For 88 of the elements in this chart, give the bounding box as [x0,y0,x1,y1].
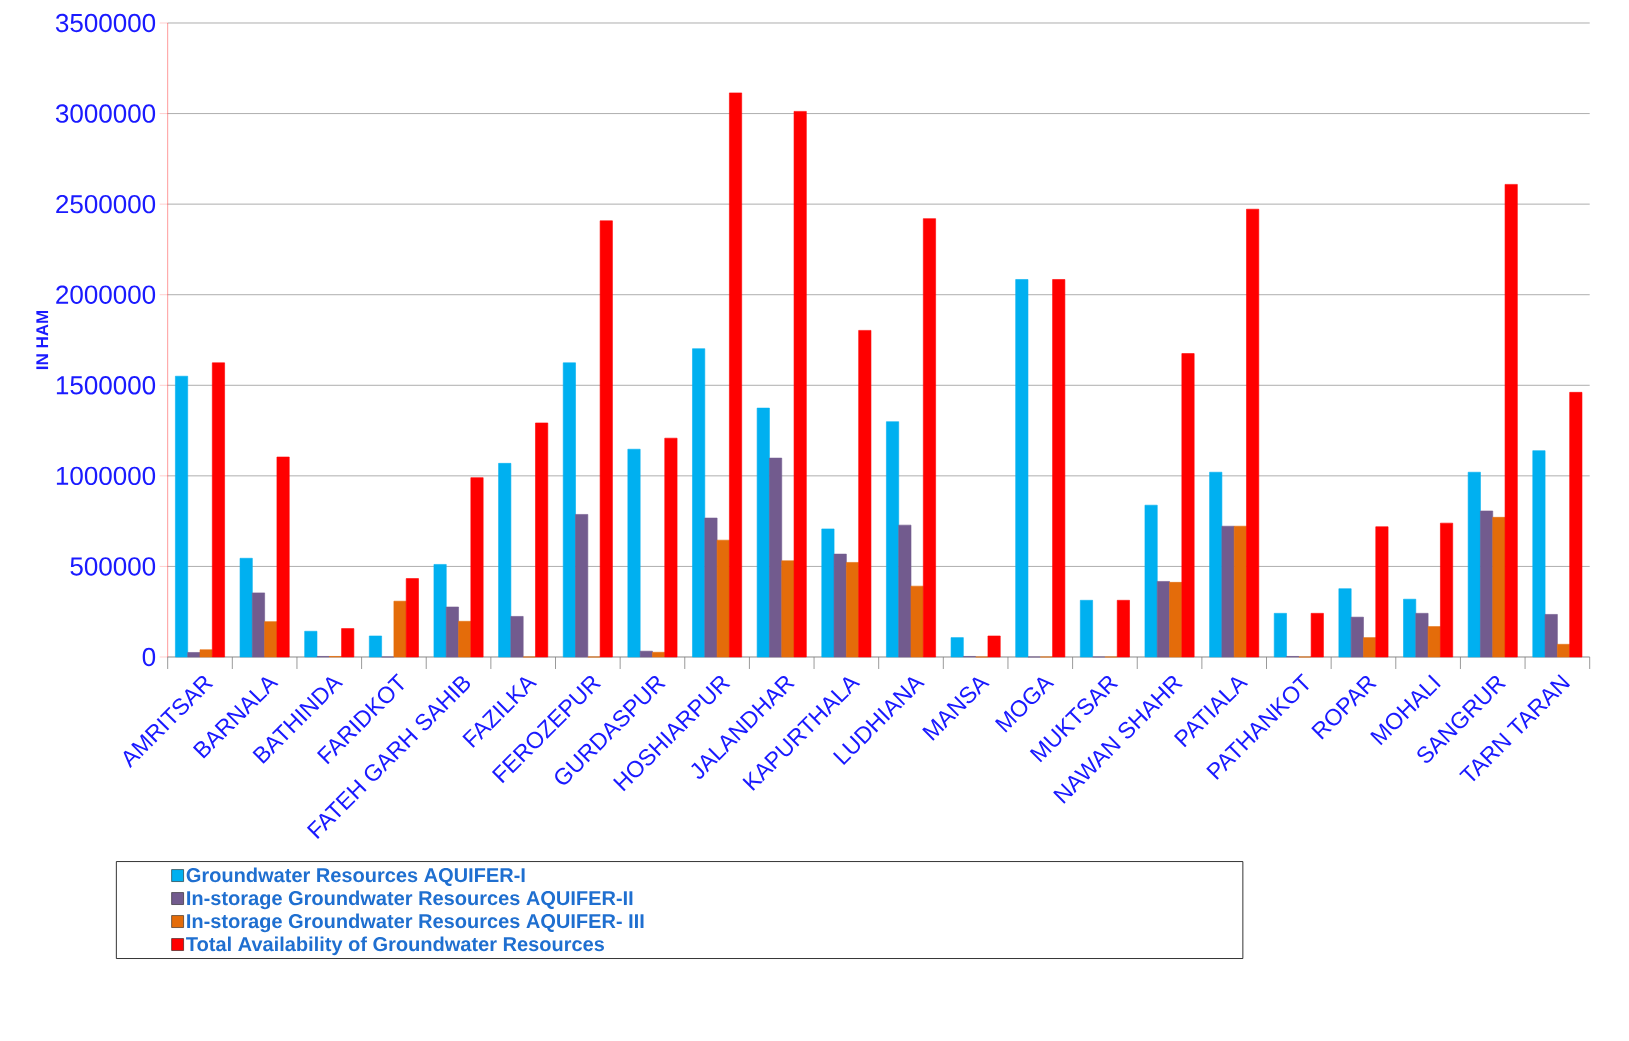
legend-label: In-storage Groundwater Resources AQUIFER- III [187,913,644,933]
bar [1080,600,1093,658]
bar [910,585,924,658]
bar [562,362,576,658]
bar [1440,522,1454,658]
bar [535,422,549,658]
bar [1116,600,1130,658]
bar [1532,450,1546,658]
bar [1375,526,1389,658]
bar [276,456,290,658]
bar [1156,581,1170,658]
bar [704,517,718,658]
bar [393,600,407,658]
bar [781,560,795,658]
bar [239,557,253,658]
bar [1363,637,1377,658]
bar [1504,184,1518,658]
bar [175,375,188,658]
bar [1246,208,1260,658]
bar [1467,471,1481,658]
bar [405,578,419,658]
bar [1480,510,1494,658]
y-axis-title: IN HAM [36,310,49,370]
bar [692,348,706,658]
bar [1350,616,1364,658]
bar [729,92,742,658]
bar [639,650,653,658]
bar [846,562,859,658]
bar [212,362,225,658]
bar [199,649,213,658]
legend-label: Groundwater Resources AQUIFER-I [186,867,525,886]
bar [1052,279,1066,658]
bar [1221,525,1235,658]
bar [1310,613,1324,658]
bar [769,457,783,658]
bar [1415,613,1429,658]
y-tick-label: 1500000 [56,376,156,395]
bar [341,628,355,658]
bar [1144,504,1158,658]
bar [627,448,641,658]
y-tick-label: 3500000 [55,13,156,33]
bar [898,524,912,658]
bar [1169,582,1183,658]
bar [1569,392,1583,658]
bar [987,635,1001,658]
y-tick-label: 500000 [70,557,156,576]
bar [1209,471,1223,658]
y-tick-label: 3000000 [55,104,156,123]
bar [575,514,589,658]
bar [652,651,666,658]
bar [1233,525,1247,658]
bar [1544,614,1558,658]
bar [187,652,201,658]
bar [1557,644,1570,658]
bar [252,592,265,658]
bar [858,330,872,658]
bar [1338,588,1352,658]
bar [1492,517,1506,658]
bar [1181,353,1195,658]
bar [264,621,278,658]
bar [793,111,807,658]
bar [821,528,835,658]
bar [458,621,472,658]
bar [716,539,730,658]
bar [1273,613,1287,658]
y-tick-label: 2500000 [56,194,156,214]
bar [756,407,770,658]
bar [923,218,936,658]
y-tick-label: 0 [142,647,156,667]
legend-label: Total Availability of Groundwater Resources [186,936,605,956]
y-tick-label: 2000000 [56,285,156,304]
bar [664,437,678,658]
bar [369,635,382,658]
bar [433,564,447,658]
bar [510,616,524,658]
bar [470,477,484,658]
legend-label: In-storage Groundwater Resources AQUIFER-II [187,890,633,910]
bar [304,630,318,658]
bar [445,606,459,658]
bar [599,220,613,658]
y-tick-label: 1000000 [56,466,156,486]
bar [833,553,847,658]
bar [950,637,964,658]
bar [886,421,900,658]
bar [1403,598,1417,658]
bar [1015,279,1029,658]
bar [1427,626,1441,658]
bar [498,463,512,658]
